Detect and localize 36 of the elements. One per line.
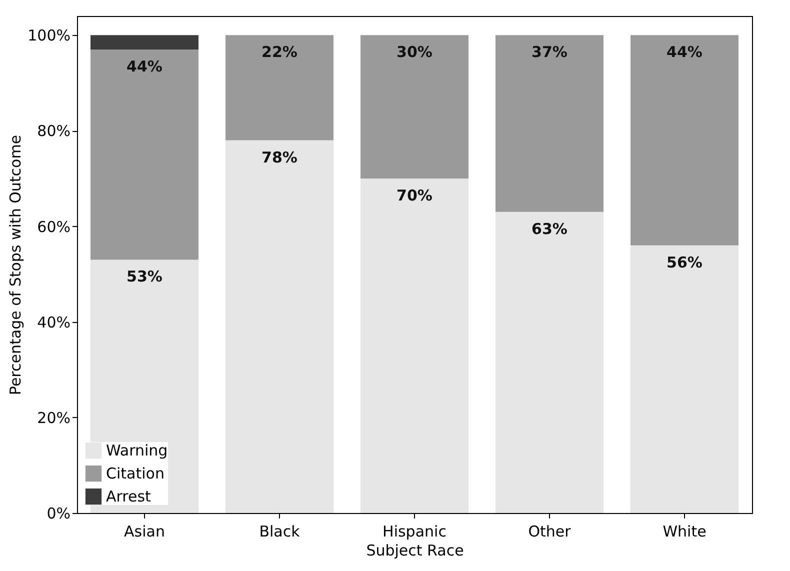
y-tick-label: 0%: [46, 504, 70, 522]
bar: [360, 35, 468, 178]
y-tick-label: 40%: [37, 313, 70, 332]
x-tick-label: White: [662, 522, 706, 540]
data-label: 44%: [666, 43, 702, 62]
y-tick-label: 60%: [37, 218, 70, 236]
bar: [226, 140, 334, 513]
data-label: 78%: [262, 148, 298, 166]
bar: [90, 49, 198, 260]
x-tick-label: Hispanic: [382, 522, 446, 540]
data-label: 37%: [532, 43, 568, 62]
bar: [630, 245, 738, 513]
y-axis-title: Percentage of Stops with Outcome: [6, 134, 25, 396]
legend-label: Citation: [106, 464, 164, 482]
data-label: 22%: [262, 43, 298, 62]
x-axis-title: Subject Race: [366, 542, 464, 560]
data-label: 56%: [666, 253, 702, 272]
bar: [496, 212, 604, 513]
bar: [630, 35, 738, 246]
data-label: 53%: [126, 268, 162, 286]
y-tick-label: 100%: [28, 26, 70, 45]
legend-label: Warning: [106, 442, 168, 460]
x-tick-label: Black: [259, 522, 300, 540]
y-tick-label: 20%: [37, 408, 70, 427]
data-label: 44%: [126, 57, 162, 76]
data-label: 30%: [396, 43, 432, 62]
bar: [226, 35, 334, 140]
bar: [90, 35, 198, 50]
legend-label: Arrest: [106, 488, 152, 506]
bar: [496, 35, 604, 212]
x-tick-label: Other: [528, 522, 572, 540]
data-label: 70%: [396, 186, 432, 204]
bar: [360, 178, 468, 513]
data-label: 63%: [532, 220, 568, 238]
y-tick-label: 80%: [37, 122, 70, 140]
x-tick-label: Asian: [124, 522, 165, 540]
